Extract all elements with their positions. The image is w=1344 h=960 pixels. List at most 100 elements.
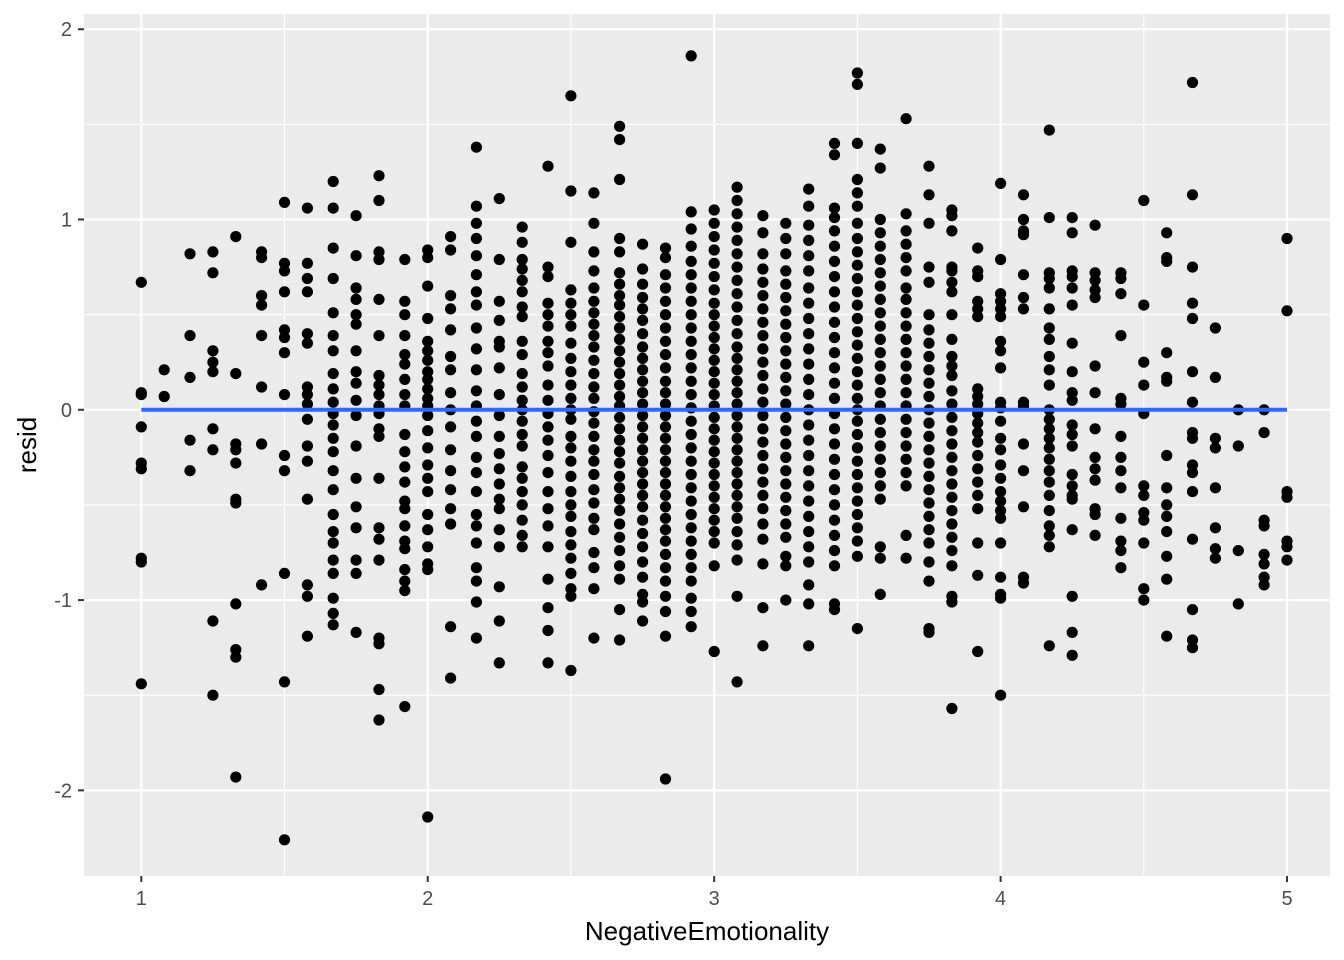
data-point <box>1066 428 1078 441</box>
data-point <box>1043 212 1055 224</box>
data-point <box>422 541 434 553</box>
data-point <box>900 265 912 277</box>
data-point <box>995 512 1007 524</box>
data-point <box>588 512 600 524</box>
data-point <box>614 322 626 334</box>
data-point <box>373 330 385 342</box>
data-point <box>874 240 886 252</box>
data-point <box>803 297 815 309</box>
data-point <box>731 234 743 246</box>
data-point <box>327 175 339 188</box>
data-point <box>900 529 912 542</box>
data-point <box>327 619 339 631</box>
data-point <box>828 468 841 481</box>
data-point <box>542 160 554 172</box>
data-point <box>422 486 434 498</box>
data-point <box>803 598 815 610</box>
data-point <box>493 193 505 205</box>
data-point <box>1281 541 1293 553</box>
data-point <box>350 282 362 294</box>
data-point <box>995 415 1007 427</box>
data-point <box>399 575 411 587</box>
data-point <box>516 274 528 286</box>
data-point <box>399 428 411 441</box>
data-point <box>542 379 554 391</box>
data-point <box>874 440 886 452</box>
data-point <box>637 238 649 250</box>
data-point <box>588 632 600 644</box>
data-point <box>301 337 313 349</box>
data-point <box>708 411 720 423</box>
data-point <box>757 489 769 501</box>
data-point <box>470 217 482 229</box>
data-point <box>946 438 958 450</box>
data-point <box>995 177 1007 189</box>
data-point <box>565 499 577 511</box>
data-point <box>851 379 864 391</box>
data-point <box>399 349 411 361</box>
data-point <box>470 562 482 574</box>
data-point <box>637 278 649 290</box>
data-point <box>1115 535 1127 547</box>
data-point <box>445 364 457 376</box>
data-point <box>780 518 792 530</box>
data-point <box>757 248 769 260</box>
data-point <box>422 811 434 823</box>
data-point <box>1161 526 1173 538</box>
data-point <box>588 217 600 229</box>
data-point <box>685 375 697 387</box>
data-point <box>851 623 864 635</box>
data-point <box>780 371 792 383</box>
data-point <box>731 288 743 300</box>
data-point <box>685 482 697 494</box>
data-point <box>659 512 672 524</box>
data-point <box>851 272 864 285</box>
data-point <box>445 484 457 496</box>
data-point <box>708 343 720 355</box>
data-point <box>399 543 411 555</box>
data-point <box>588 392 600 404</box>
data-point <box>542 449 554 462</box>
data-point <box>614 560 626 572</box>
data-point <box>708 526 720 538</box>
data-point <box>946 276 958 288</box>
data-point <box>972 436 984 448</box>
data-point <box>542 320 554 332</box>
data-point <box>780 505 792 517</box>
data-point <box>1186 366 1199 378</box>
data-point <box>731 208 743 220</box>
data-point <box>278 567 291 580</box>
data-point <box>516 311 528 323</box>
data-point <box>803 434 815 446</box>
data-point <box>923 324 935 336</box>
data-point <box>470 322 482 334</box>
data-point <box>470 250 482 262</box>
data-point <box>493 541 505 553</box>
data-point <box>803 282 815 294</box>
data-point <box>1089 474 1101 486</box>
data-point <box>516 368 528 380</box>
data-point <box>637 455 649 467</box>
data-point <box>1043 489 1055 501</box>
data-point <box>780 451 792 463</box>
data-point <box>874 267 886 279</box>
x-tick-label: 4 <box>995 888 1006 910</box>
data-point <box>230 368 242 380</box>
data-point <box>135 556 147 568</box>
data-point <box>542 520 554 532</box>
data-point <box>851 366 864 378</box>
data-point <box>301 202 313 214</box>
data-point <box>803 449 815 462</box>
data-point <box>828 377 841 389</box>
data-point <box>327 272 339 285</box>
data-point <box>470 596 482 608</box>
data-point <box>659 282 672 294</box>
data-point <box>1186 312 1199 325</box>
data-point <box>757 436 769 448</box>
data-point <box>923 510 935 522</box>
data-point <box>828 331 841 344</box>
data-point <box>614 246 626 258</box>
data-point <box>399 701 411 713</box>
data-point <box>588 368 600 380</box>
data-point <box>373 714 385 726</box>
